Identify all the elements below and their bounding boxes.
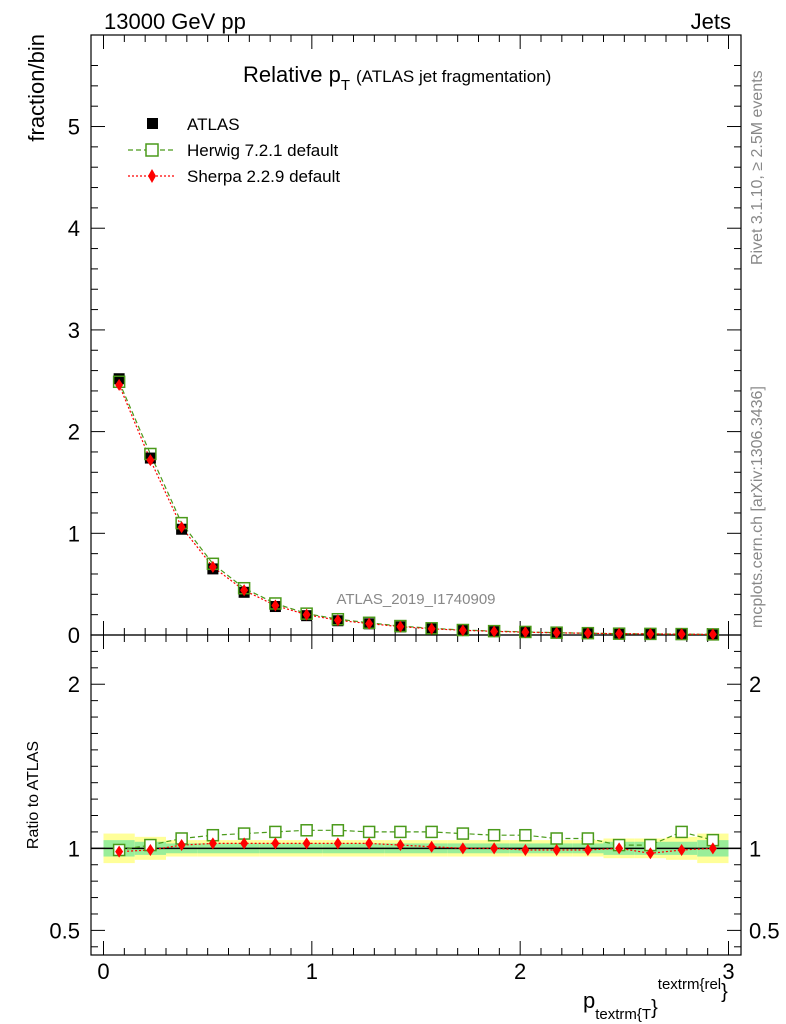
sherpa-point <box>583 627 592 640</box>
sherpa-point <box>240 584 249 597</box>
x-tick-label: 0 <box>97 959 109 984</box>
ratio-sherpa-point <box>646 847 655 860</box>
sherpa-point <box>365 617 374 630</box>
x-axis-label-main: p <box>583 988 595 1013</box>
sherpa-point <box>115 378 124 391</box>
chart-title-main: Relative p <box>243 62 341 87</box>
x-axis-label: ptextrm{T}textrm{rel} <box>583 976 728 1023</box>
chart-title: Relative pT (ATLAS jet fragmentation) <box>243 62 551 94</box>
x-axis-label-sub: textrm{T <box>595 1006 651 1023</box>
x-tick-label: 1 <box>306 959 318 984</box>
ratio-sherpa-point <box>177 839 186 852</box>
sherpa-point <box>146 454 155 467</box>
main-y-tick-label: 3 <box>68 318 80 343</box>
ratio-y-tick-label-left: 2 <box>68 672 80 697</box>
sherpa-point <box>646 627 655 640</box>
chart-title-extra: (ATLAS jet fragmentation) <box>356 67 551 86</box>
ratio-y-tick-label-left: 1 <box>68 836 80 861</box>
ratio-sherpa-point <box>583 843 592 856</box>
ratio-herwig-point <box>675 825 688 839</box>
sherpa-point <box>708 628 717 641</box>
ratio-sherpa-point <box>302 837 311 850</box>
sherpa-point <box>427 622 436 635</box>
ratio-sherpa-point <box>708 842 717 855</box>
ratio-herwig-point <box>331 824 345 837</box>
ratio-sherpa-point <box>396 839 405 852</box>
header-left: 13000 GeV pp <box>104 9 246 34</box>
main-y-tick-label: 0 <box>68 623 80 648</box>
rivet-version-label: Rivet 3.1.10, ≥ 2.5M events <box>749 70 766 265</box>
ratio-sherpa-point <box>521 843 530 856</box>
sherpa-point <box>333 614 342 627</box>
sherpa-point <box>458 624 467 637</box>
sherpa-point <box>396 620 405 633</box>
ratio-sherpa-point <box>333 837 342 850</box>
x-tick-label: 3 <box>722 959 734 984</box>
main-y-tick-label: 1 <box>68 521 80 546</box>
ratio-herwig-point <box>269 825 282 839</box>
legend-herwig-marker <box>145 143 159 157</box>
main-y-tick-label: 5 <box>68 115 80 140</box>
ratio-sherpa-point <box>240 837 249 850</box>
ratio-herwig-point <box>362 825 376 839</box>
legend: ATLAS Herwig 7.2.1 default Sherpa 2.2.9 … <box>128 115 340 186</box>
ratio-y-tick-label-right: 1 <box>749 836 761 861</box>
x-axis-label-sup-close: } <box>721 981 728 1003</box>
atlas-data-point <box>113 373 125 385</box>
x-axis-label-close: } <box>651 997 658 1019</box>
sherpa-point <box>302 608 311 621</box>
analysis-watermark: ATLAS_2019_I1740909 <box>336 591 495 608</box>
legend-herwig-label: Herwig 7.2.1 default <box>187 141 338 160</box>
plot-layer: 0 1 2 3 0 1 2 3 4 5 0.5 0.5 1 1 2 2 <box>49 35 780 984</box>
sherpa-point <box>677 628 686 641</box>
main-y-axis-label: fraction/bin <box>24 34 49 142</box>
ratio-herwig-point <box>487 828 501 842</box>
ratio-sherpa-point <box>146 843 155 856</box>
ratio-sherpa-point <box>427 840 436 853</box>
ratio-sherpa-point <box>458 842 467 855</box>
sherpa-point <box>208 560 217 573</box>
ratio-y-tick-label-right: 2 <box>749 672 761 697</box>
sherpa-point <box>271 599 280 612</box>
ratio-herwig-point <box>519 828 532 842</box>
ratio-herwig-point <box>456 827 470 840</box>
x-axis-label-sup: textrm{rel <box>658 976 721 993</box>
ratio-herwig-point <box>550 832 563 845</box>
sherpa-point <box>521 626 530 639</box>
ratio-sherpa-point <box>552 843 561 856</box>
x-tick-label: 2 <box>514 959 526 984</box>
ratio-y-axis-label: Ratio to ATLAS <box>25 741 42 849</box>
ratio-sherpa-point <box>208 837 217 850</box>
legend-sherpa-label: Sherpa 2.2.9 default <box>187 167 340 186</box>
ratio-herwig-point <box>581 832 595 845</box>
ratio-sherpa-line <box>119 842 713 854</box>
ratio-sherpa-point <box>615 842 624 855</box>
sherpa-point <box>177 521 186 534</box>
mcplots-label: mcplots.cern.ch [arXiv:1306.3436] <box>749 386 766 628</box>
ratio-y-tick-label-right: 0.5 <box>749 918 780 943</box>
main-y-tick-label: 2 <box>68 420 80 445</box>
ratio-sherpa-point <box>115 845 124 858</box>
sherpa-point <box>552 626 561 639</box>
legend-atlas-marker <box>147 118 158 129</box>
ratio-sherpa-point <box>271 837 280 850</box>
ratio-y-tick-label-left: 0.5 <box>49 918 80 943</box>
ratio-sherpa-point <box>365 837 374 850</box>
ratio-panel-frame <box>90 634 742 956</box>
ratio-herwig-point <box>425 825 438 839</box>
legend-sherpa-marker <box>148 169 156 183</box>
ratio-herwig-point <box>394 825 407 839</box>
sherpa-point <box>615 627 624 640</box>
ratio-herwig-point <box>300 824 313 837</box>
sherpa-point <box>490 625 499 638</box>
chart-title-sub: T <box>341 77 350 94</box>
ratio-sherpa-point <box>490 842 499 855</box>
main-y-tick-label: 4 <box>68 216 80 241</box>
legend-atlas-label: ATLAS <box>187 115 240 134</box>
header-right: Jets <box>691 9 731 34</box>
ratio-sherpa-point <box>677 843 686 856</box>
